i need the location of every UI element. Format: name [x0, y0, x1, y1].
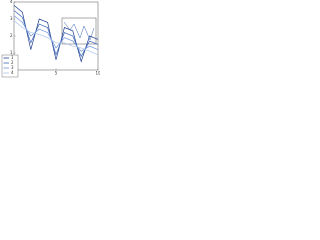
y-tick-label: 3: [10, 16, 13, 21]
y-tick-label: 4: [10, 0, 13, 4]
inset: [61, 17, 97, 45]
legend-label: 2: [11, 60, 14, 65]
y-tick-label: 2: [10, 33, 13, 38]
line: [13, 20, 99, 56]
page: {"chart_data": {"type": "line", "x": [0,…: [0, 0, 100, 84]
legend-label: 1: [11, 55, 14, 60]
x-tick-label: 10: [95, 71, 100, 76]
chart: 0123405101234: [1, 0, 100, 78]
legend-label: 4: [11, 70, 14, 75]
legend-box: [1, 54, 19, 78]
line: [13, 5, 99, 63]
y-tick-label: 1: [10, 50, 13, 55]
x-tick-label: 5: [55, 71, 58, 76]
line: [13, 10, 99, 58]
legend-label: 3: [11, 65, 14, 70]
line: [13, 15, 99, 52]
